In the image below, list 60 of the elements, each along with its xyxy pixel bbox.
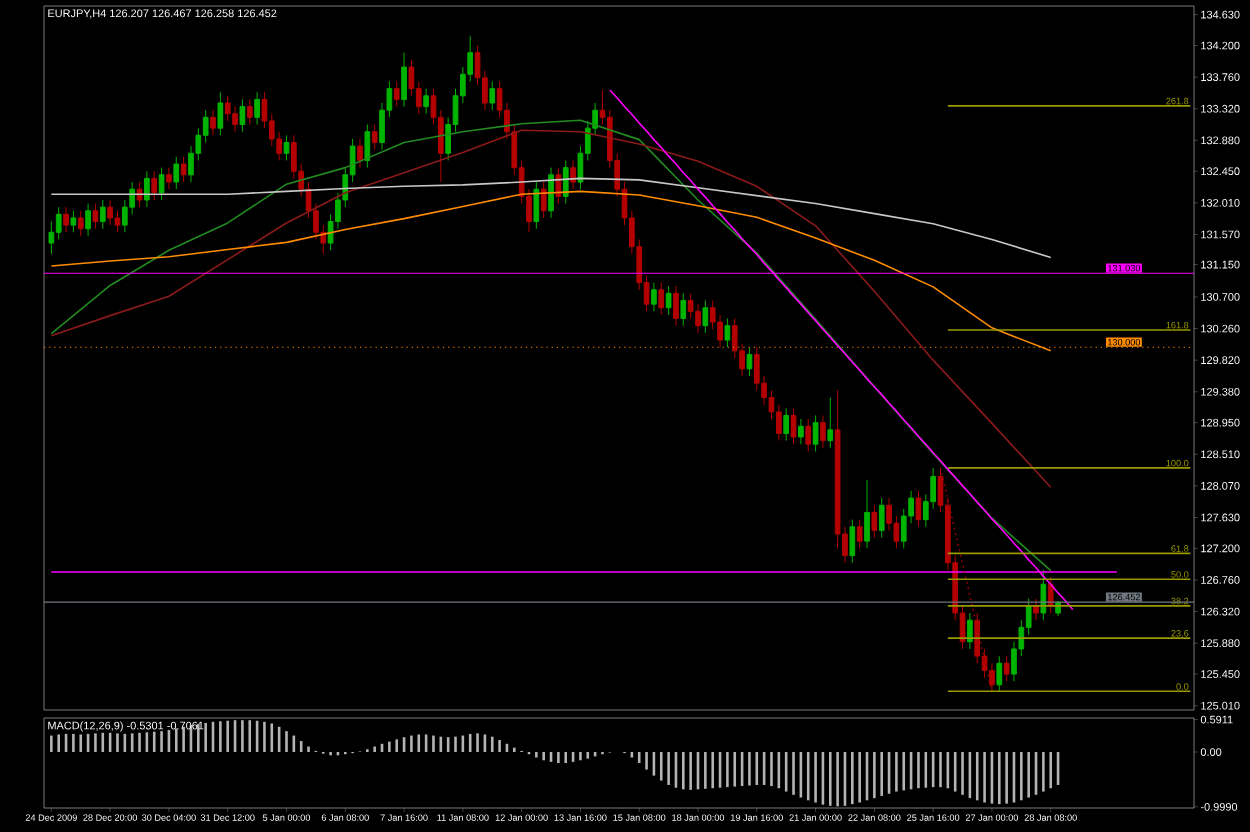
candlestick — [849, 519, 856, 564]
candlestick — [673, 285, 679, 327]
candlestick — [562, 159, 569, 205]
candlestick — [1033, 598, 1039, 621]
candlestick — [805, 418, 812, 452]
candlestick — [548, 167, 554, 219]
candlestick — [173, 156, 180, 190]
candlestick — [401, 52, 407, 108]
candlestick — [283, 134, 290, 161]
candlestick — [555, 167, 562, 205]
candlestick — [254, 91, 260, 126]
candlestick — [77, 210, 84, 237]
candlestick — [790, 407, 797, 445]
candlestick — [746, 346, 753, 377]
candlestick — [371, 124, 378, 151]
candlestick — [820, 414, 826, 449]
candlestick — [651, 282, 657, 312]
candlestick — [158, 167, 165, 201]
candlestick — [871, 504, 878, 539]
candlestick — [151, 170, 158, 201]
candlestick — [812, 414, 819, 452]
candlestick — [107, 199, 113, 226]
candlestick — [856, 519, 863, 549]
candlestick — [1003, 655, 1010, 682]
candlestick — [239, 98, 246, 133]
candlestick — [665, 285, 672, 316]
candlestick — [166, 167, 172, 190]
candlestick — [864, 479, 870, 549]
candlestick — [724, 317, 731, 348]
candlestick — [357, 138, 363, 169]
candlestick — [85, 203, 91, 237]
candlestick — [489, 80, 496, 111]
candlestick — [63, 206, 69, 233]
candlestick — [364, 124, 371, 169]
candlestick — [996, 655, 1003, 692]
candlestick — [144, 170, 150, 208]
candlestick — [570, 159, 576, 190]
candlestick — [217, 91, 224, 136]
candlestick — [783, 407, 790, 442]
candlestick — [180, 156, 187, 183]
line-series — [50, 129, 1052, 489]
candlestick — [680, 292, 687, 327]
candlestick — [540, 181, 547, 219]
candlestick — [99, 199, 106, 230]
candlestick — [798, 418, 804, 445]
candlestick — [702, 300, 709, 334]
candlestick — [423, 88, 429, 115]
line-series — [939, 467, 993, 693]
candlestick — [533, 181, 540, 230]
candlestick — [92, 203, 99, 230]
candlestick — [915, 490, 922, 528]
candlestick — [967, 612, 973, 650]
candlestick — [70, 210, 77, 233]
candlestick — [827, 397, 834, 449]
candlestick — [878, 497, 885, 539]
candlestick — [658, 282, 665, 316]
candlestick — [246, 98, 253, 126]
line-series — [50, 119, 1052, 572]
candlestick — [393, 80, 400, 108]
candlestick — [210, 109, 216, 136]
